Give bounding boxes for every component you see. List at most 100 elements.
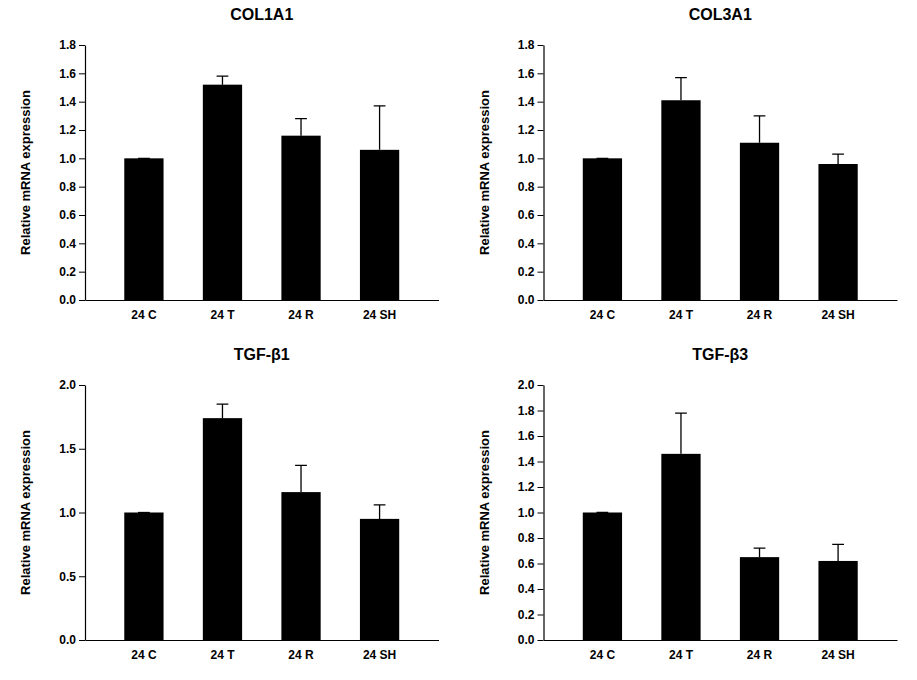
tick-label: 24 SH: [821, 648, 854, 662]
tick-label: 24 SH: [363, 648, 396, 662]
error-bar: [374, 106, 386, 150]
tick: 24 T: [210, 640, 235, 662]
axis-title: Relative mRNA expression: [477, 430, 492, 595]
tick-label: 1.2: [518, 123, 535, 137]
tick-label: 0.8: [59, 180, 76, 194]
tick-label: 1.6: [518, 67, 535, 81]
tick: 24 C: [590, 300, 616, 322]
tick-label: 1.8: [59, 38, 76, 52]
tick-mark: [79, 102, 85, 103]
tick-label: 1.0: [59, 506, 76, 520]
bar: [583, 158, 622, 300]
tick-label: 0.6: [518, 557, 535, 571]
bar: [124, 513, 163, 641]
tick-mark: [538, 102, 544, 103]
error-bar: [217, 76, 229, 85]
axis-title: Relative mRNA expression: [477, 90, 492, 255]
tick-label: 24 T: [669, 648, 694, 662]
bar: [281, 492, 320, 640]
tick-label: 2.0: [518, 378, 535, 392]
bar: [818, 164, 857, 300]
tick: 1.0: [59, 152, 85, 166]
tick-mark: [538, 45, 544, 46]
bar: [818, 561, 857, 640]
y-axis: 0.00.51.01.52.0: [59, 378, 85, 647]
tick-mark: [79, 576, 85, 577]
tick: 2.0: [518, 378, 544, 392]
figure: 0.00.20.40.60.81.01.21.41.61.824 C24 T24…: [0, 0, 917, 680]
bar: [281, 136, 320, 300]
error-bar: [675, 413, 687, 454]
tick-label: 0.0: [59, 293, 76, 307]
tick-mark: [538, 640, 544, 641]
tick-mark: [538, 462, 544, 463]
tick: 1.8: [59, 38, 85, 52]
tick-label: 1.4: [518, 455, 535, 469]
tick-mark: [538, 215, 544, 216]
bar: [740, 557, 779, 640]
tick: 0.4: [518, 582, 544, 596]
marks: [124, 76, 399, 300]
tick-label: 24 C: [590, 648, 616, 662]
tick-label: 0.4: [59, 237, 76, 251]
tick-mark: [79, 130, 85, 131]
panel: 0.00.20.40.60.81.01.21.41.61.824 C24 T24…: [477, 6, 898, 322]
tick: 0.5: [59, 570, 85, 584]
tick-label: 1.0: [518, 506, 535, 520]
error-bar: [295, 465, 307, 492]
marks: [583, 413, 858, 640]
tick-label: 0.0: [518, 633, 535, 647]
tick: 1.0: [59, 506, 85, 520]
tick: 2.0: [59, 378, 85, 392]
tick: 1.0: [518, 506, 544, 520]
tick-label: 24 T: [669, 308, 694, 322]
tick-mark: [538, 130, 544, 131]
panel: 0.00.20.40.60.81.01.21.41.61.82.024 C24 …: [477, 346, 898, 662]
tick: 0.4: [59, 237, 85, 251]
tick: 24 C: [131, 300, 157, 322]
tick-label: 1.2: [59, 123, 76, 137]
tick: 0.0: [518, 633, 544, 647]
tick: 0.8: [518, 180, 544, 194]
tick-mark: [538, 272, 544, 273]
tick-mark: [79, 640, 85, 641]
tick-label: 24 C: [131, 308, 157, 322]
tick: 24 SH: [821, 640, 854, 662]
tick-mark: [79, 158, 85, 159]
tick-mark: [79, 513, 85, 514]
tick: 0.2: [518, 608, 544, 622]
tick: 1.2: [518, 123, 544, 137]
tick-label: 24 SH: [363, 308, 396, 322]
tick-mark: [538, 487, 544, 488]
tick: 24 R: [747, 640, 773, 662]
tick-mark: [79, 272, 85, 273]
marks: [124, 404, 399, 640]
tick-label: 1.6: [518, 429, 535, 443]
tick-label: 0.2: [59, 265, 76, 279]
error-bar: [754, 116, 766, 143]
tick-mark: [538, 538, 544, 539]
tick-label: 1.2: [518, 480, 535, 494]
tick-mark: [79, 449, 85, 450]
bar: [360, 150, 399, 300]
title: TGF-β3: [692, 346, 748, 363]
bar: [740, 143, 779, 300]
tick-mark: [79, 300, 85, 301]
tick: 1.2: [59, 123, 85, 137]
error-bar: [217, 404, 229, 418]
tick-label: 0.8: [518, 180, 535, 194]
tick: 0.2: [518, 265, 544, 279]
bar: [203, 85, 242, 300]
tick: 1.6: [518, 429, 544, 443]
tick: 24 SH: [821, 300, 854, 322]
tick-label: 2.0: [59, 378, 76, 392]
tick: 24 R: [747, 300, 773, 322]
axis-title: Relative mRNA expression: [18, 90, 33, 255]
x-axis: 24 C24 T24 R24 SH: [86, 640, 440, 662]
error-bar: [597, 512, 609, 513]
error-bar: [597, 158, 609, 159]
tick: 0.6: [518, 208, 544, 222]
tick: 0.6: [518, 557, 544, 571]
tick-label: 1.5: [59, 442, 76, 456]
title: TGF-β1: [234, 346, 290, 363]
